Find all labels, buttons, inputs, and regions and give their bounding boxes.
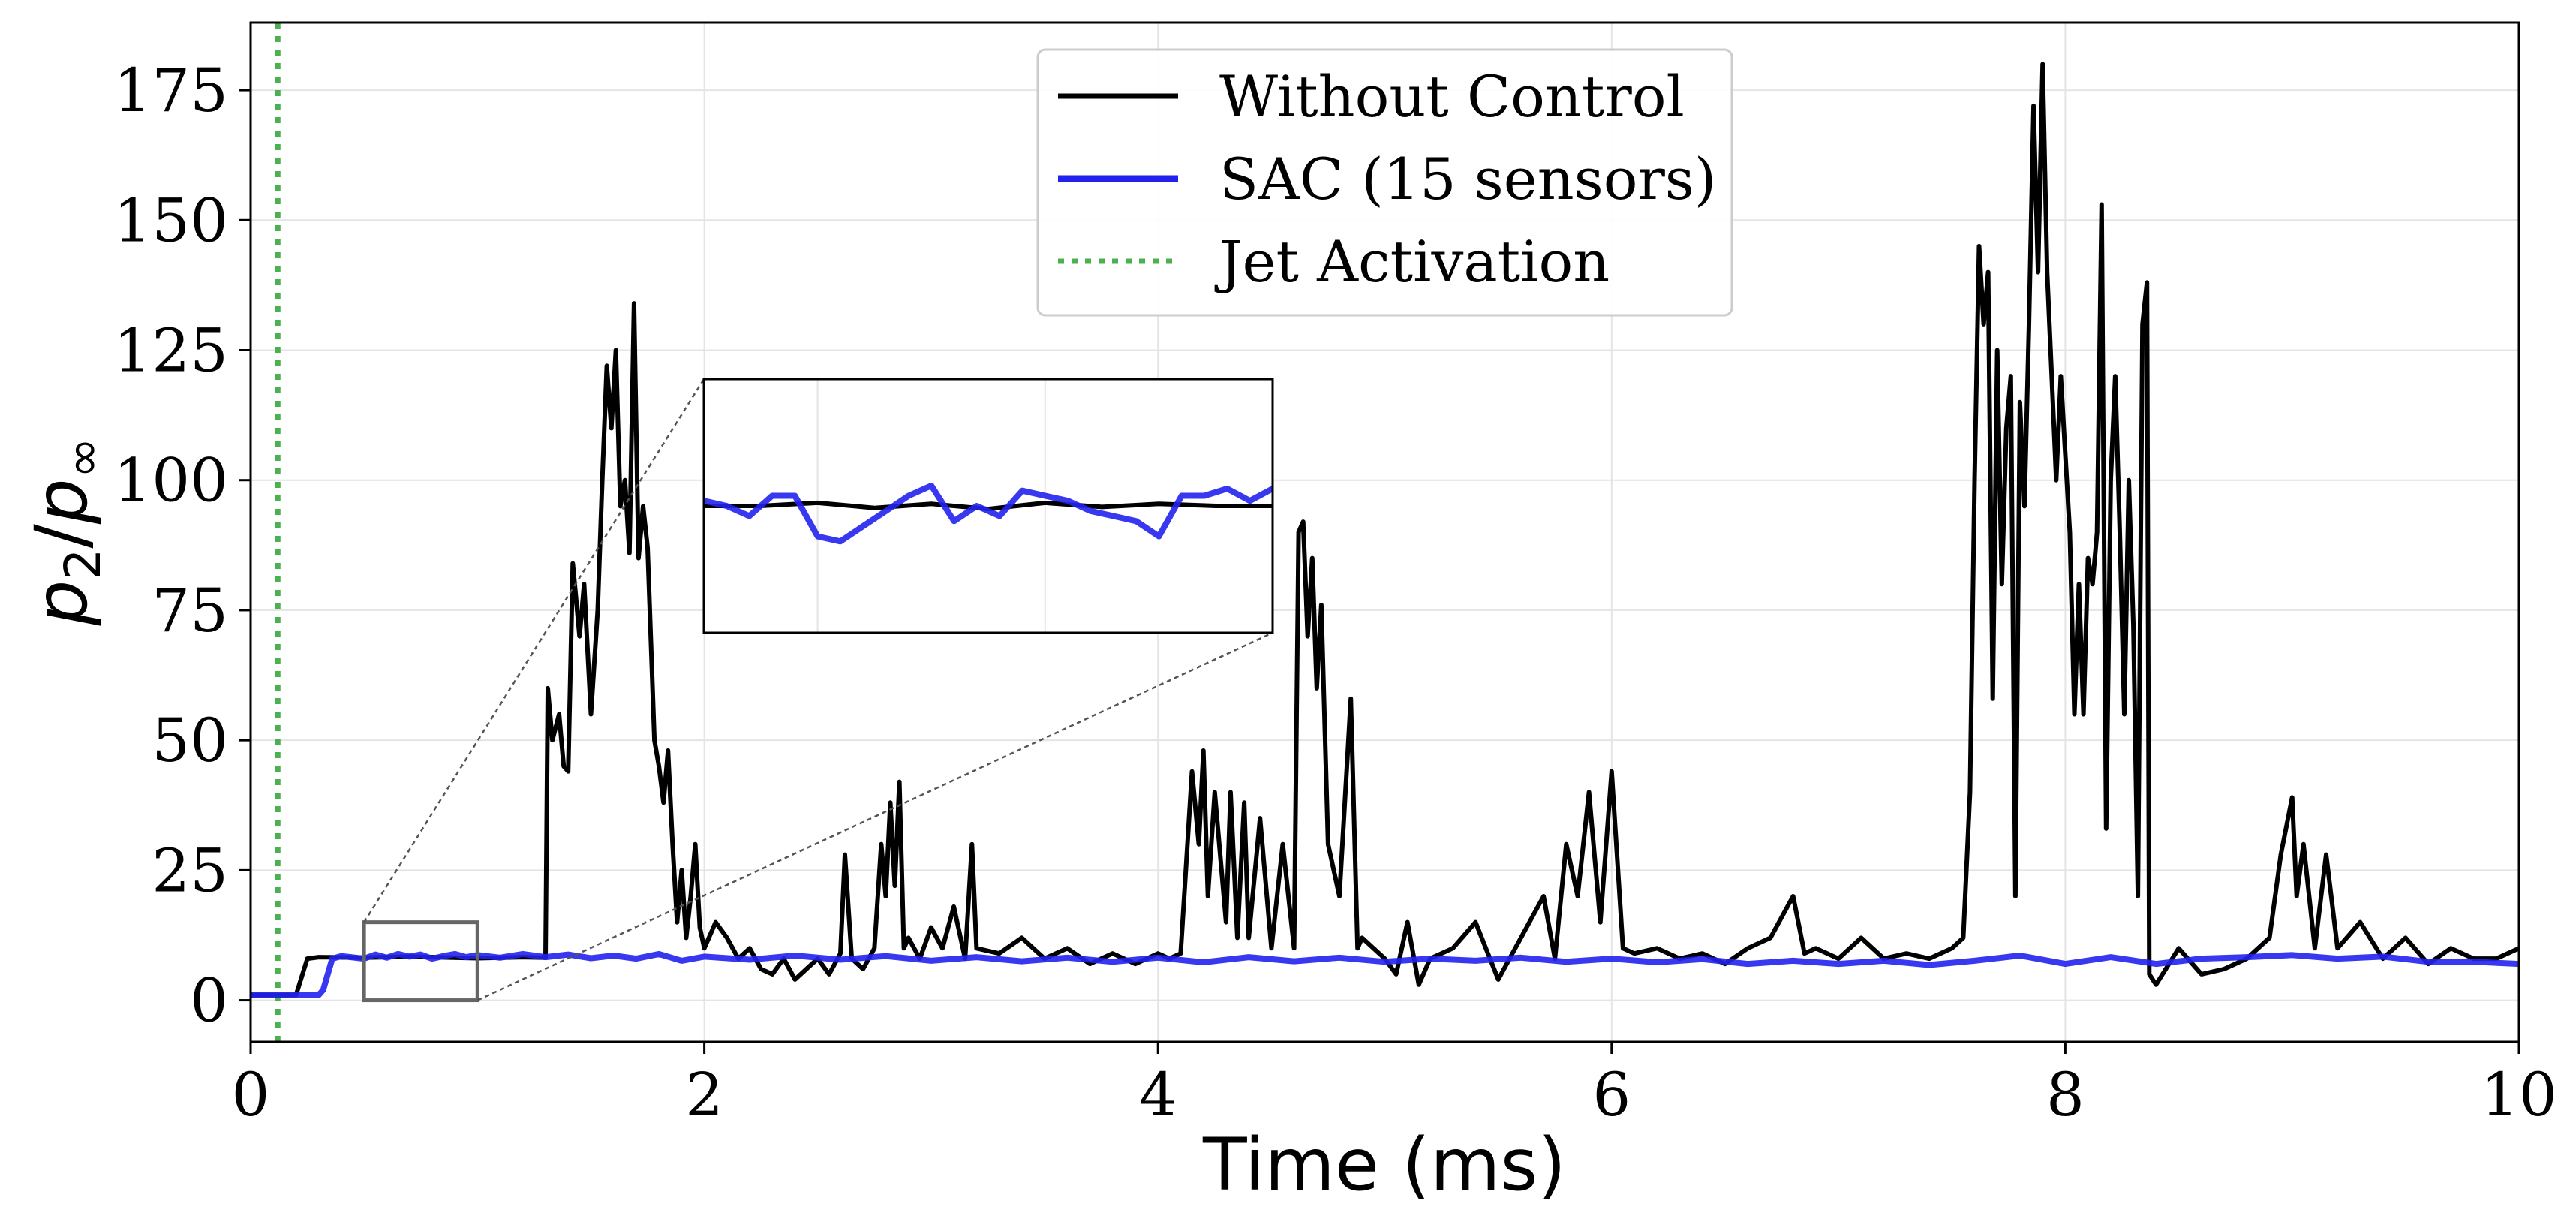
- series-line-sac: [251, 950, 2519, 998]
- y-axis-title-subinf: ∞: [54, 437, 112, 478]
- svg-text:p2/p∞: p2/p∞: [20, 437, 112, 626]
- plot-frame: [249, 21, 2520, 1043]
- y-tick-label: 50: [152, 706, 228, 775]
- x-axis-title: Time (ms): [1202, 1123, 1566, 1207]
- y-axis-title-slash: /: [20, 524, 104, 549]
- legend: Without Control SAC (15 sensors) Jet Act…: [1036, 48, 1733, 317]
- y-tick-label: 175: [113, 56, 228, 125]
- legend-box: [1036, 48, 1733, 317]
- x-tick-label: 8: [2046, 1060, 2085, 1130]
- legend-label-jet-activation: Jet Activation: [1214, 228, 1610, 295]
- zoom-region-box: [362, 920, 479, 1003]
- y-axis-title-sub2: 2: [54, 549, 112, 580]
- inset-plot: [702, 378, 1274, 634]
- y-tick-label: 150: [113, 185, 228, 255]
- inset-series: [704, 483, 1273, 545]
- y-tick-label: 75: [152, 576, 228, 646]
- inset-frame: [702, 378, 1274, 634]
- zoom-overlay: [362, 378, 1274, 1003]
- zoom-connector-bottom: [476, 631, 1273, 1001]
- plot-area: [251, 23, 2519, 1042]
- y-tick-label: 0: [190, 966, 228, 1036]
- y-axis-title: p2/p∞: [20, 437, 112, 626]
- y-axis-title-p: p: [20, 580, 104, 627]
- inset-line-sac: [704, 483, 1273, 545]
- y-tick-label: 100: [113, 446, 228, 516]
- series-line-without-control: [251, 62, 2519, 998]
- y-axis-title-p2: p: [20, 478, 104, 525]
- y-tick-label: 25: [152, 835, 228, 905]
- legend-label-without-control: Without Control: [1219, 63, 1685, 130]
- x-tick-label: 4: [1139, 1060, 1177, 1130]
- x-tick-label: 0: [232, 1060, 270, 1130]
- x-tick-label: 2: [685, 1060, 723, 1130]
- legend-label-sac: SAC (15 sensors): [1219, 146, 1716, 212]
- y-tick-label: 125: [113, 316, 228, 386]
- x-tick-label: 10: [2481, 1060, 2557, 1130]
- x-tick-label: 6: [1592, 1060, 1631, 1130]
